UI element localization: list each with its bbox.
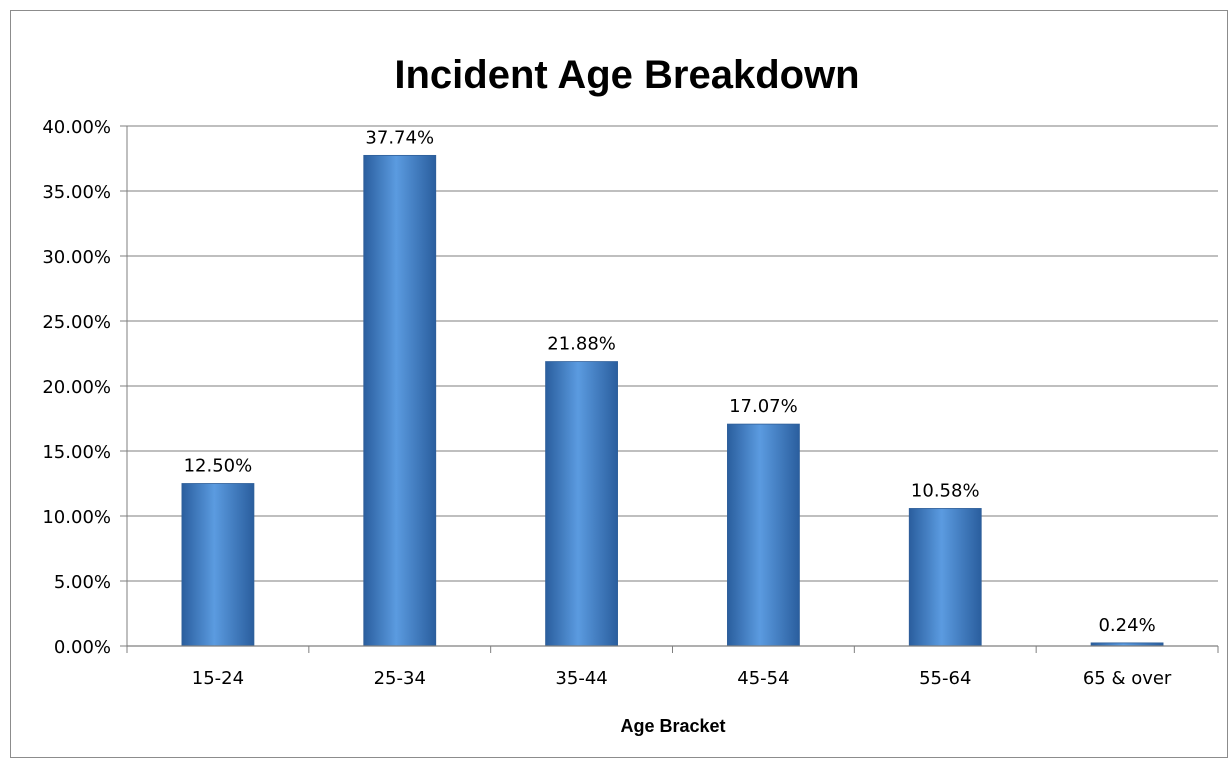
- y-axis-ticks: 0.00% 5.00% 10.00% 15.00% 20.00% 25.00% 30.00%…: [42, 117, 128, 658]
- y-tick-label: 0.00%: [54, 637, 111, 658]
- bar-35-44: [545, 361, 618, 647]
- data-labels: 12.50% 37.74% 21.88% 17.07% 10.58% 0.24%: [184, 127, 1156, 636]
- y-tick-label: 40.00%: [42, 117, 111, 138]
- data-label: 21.88%: [547, 334, 616, 355]
- data-label: 17.07%: [729, 396, 798, 417]
- data-label: 0.24%: [1098, 615, 1155, 636]
- y-tick-label: 30.00%: [42, 247, 111, 268]
- x-axis-title: Age Bracket: [620, 716, 725, 736]
- x-tick-label: 65 & over: [1083, 668, 1172, 689]
- x-tick-label: 35-44: [555, 668, 607, 689]
- y-tick-label: 5.00%: [54, 572, 111, 593]
- data-label: 10.58%: [911, 480, 980, 501]
- x-tick-label: 25-34: [374, 668, 426, 689]
- y-tick-label: 15.00%: [42, 442, 111, 463]
- bar-25-34: [363, 154, 437, 647]
- chart-title: Incident Age Breakdown: [394, 53, 859, 97]
- x-tick-label: 55-64: [919, 668, 971, 689]
- data-label: 12.50%: [184, 456, 253, 477]
- y-tick-label: 25.00%: [42, 312, 111, 333]
- bar-15-24: [181, 483, 255, 647]
- bar-55-64: [908, 508, 982, 647]
- y-tick-label: 20.00%: [42, 377, 111, 398]
- x-axis-ticks: 15-24 25-34 35-44 45-54 55-64 65 & over: [126, 645, 1219, 689]
- data-label: 37.74%: [365, 127, 434, 148]
- x-tick-label: 15-24: [192, 668, 244, 689]
- bar-45-54: [727, 423, 800, 647]
- y-tick-label: 35.00%: [42, 182, 111, 203]
- gridlines: [127, 125, 1218, 647]
- y-tick-label: 10.00%: [42, 507, 111, 528]
- bars: [181, 154, 1164, 647]
- x-tick-label: 45-54: [737, 668, 789, 689]
